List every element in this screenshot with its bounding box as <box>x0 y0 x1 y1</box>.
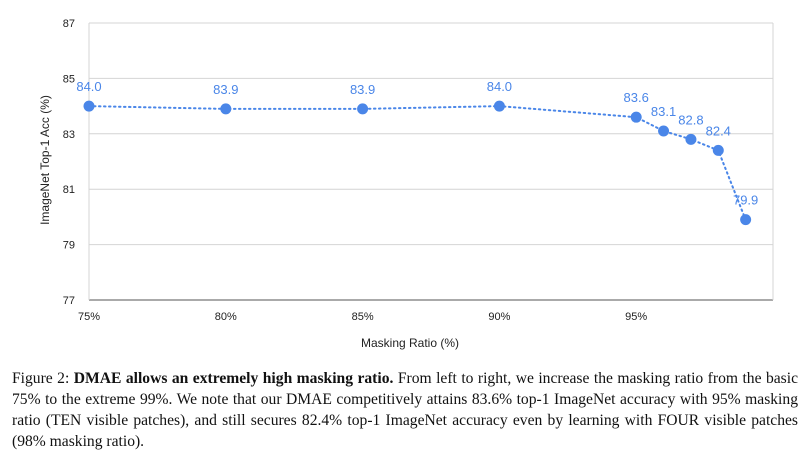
figure-caption: Figure 2: DMAE allows an extremely high … <box>12 368 798 452</box>
line-chart: 77 79 81 83 85 87 75% 80% 85% 90% 95% 84.0 83.9 83.… <box>38 18 774 350</box>
data-label: 84.0 <box>76 79 101 94</box>
data-point <box>630 111 642 123</box>
data-label: 83.9 <box>350 82 375 97</box>
x-tick-label: 90% <box>488 311 510 323</box>
y-tick-labels: 77 79 81 83 85 87 <box>63 18 75 307</box>
data-point <box>493 100 505 112</box>
data-point <box>83 100 95 112</box>
data-label: 83.6 <box>624 90 649 105</box>
data-point <box>740 214 752 226</box>
x-tick-label: 95% <box>625 311 647 323</box>
y-tick-label: 81 <box>63 184 75 196</box>
data-label: 83.1 <box>651 104 676 119</box>
series-line <box>88 105 747 221</box>
caption-bold: DMAE allows an extremely high masking ra… <box>73 370 394 387</box>
data-points <box>83 100 752 226</box>
data-point <box>357 103 369 115</box>
data-point <box>220 103 232 115</box>
data-point <box>658 125 670 137</box>
y-tick-label: 77 <box>63 295 75 307</box>
y-tick-label: 87 <box>63 18 75 30</box>
x-tick-labels: 75% 80% 85% 90% 95% <box>78 311 647 323</box>
x-tick-label: 75% <box>78 311 100 323</box>
data-label: 83.9 <box>213 82 238 97</box>
data-label: 79.9 <box>733 193 758 208</box>
x-tick-label: 85% <box>352 311 374 323</box>
grid-lines <box>88 22 774 301</box>
data-labels: 84.0 83.9 83.9 84.0 83.683.182.882.4 79.9 <box>76 79 758 208</box>
data-point <box>712 144 724 156</box>
data-point <box>685 133 697 145</box>
y-tick-label: 79 <box>63 240 75 252</box>
y-tick-label: 85 <box>63 73 75 85</box>
data-label: 82.4 <box>706 123 731 138</box>
y-axis-label: ImageNet Top-1 Acc (%) <box>38 95 52 225</box>
y-tick-label: 83 <box>63 129 75 141</box>
x-tick-label: 80% <box>215 311 237 323</box>
caption-prefix: Figure 2: <box>12 370 74 387</box>
data-label: 84.0 <box>487 79 512 94</box>
x-axis-label: Masking Ratio (%) <box>361 336 459 350</box>
caption-rest: From left to right, we increase the mask… <box>12 370 798 450</box>
data-label: 82.8 <box>678 112 703 127</box>
